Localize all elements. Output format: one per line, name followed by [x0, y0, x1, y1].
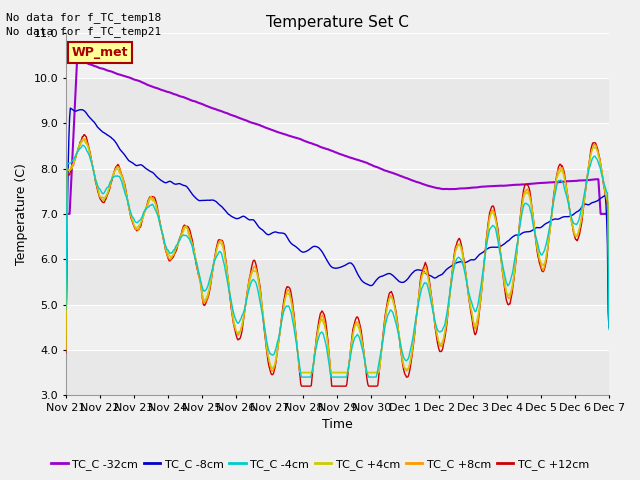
Bar: [66, 304, 609, 350]
Bar: [66, 33, 609, 78]
Text: No data for f_TC_temp18: No data for f_TC_temp18: [6, 12, 162, 23]
Bar: [66, 78, 609, 123]
Bar: [66, 214, 609, 259]
Bar: [66, 259, 609, 304]
Text: No data for f_TC_temp21: No data for f_TC_temp21: [6, 26, 162, 37]
Text: WP_met: WP_met: [71, 46, 128, 59]
Legend: TC_C -32cm, TC_C -8cm, TC_C -4cm, TC_C +4cm, TC_C +8cm, TC_C +12cm: TC_C -32cm, TC_C -8cm, TC_C -4cm, TC_C +…: [47, 455, 593, 474]
Y-axis label: Temperature (C): Temperature (C): [15, 163, 28, 265]
Bar: [66, 123, 609, 168]
Title: Temperature Set C: Temperature Set C: [266, 15, 409, 30]
Bar: [66, 168, 609, 214]
Bar: [66, 350, 609, 395]
X-axis label: Time: Time: [322, 419, 353, 432]
